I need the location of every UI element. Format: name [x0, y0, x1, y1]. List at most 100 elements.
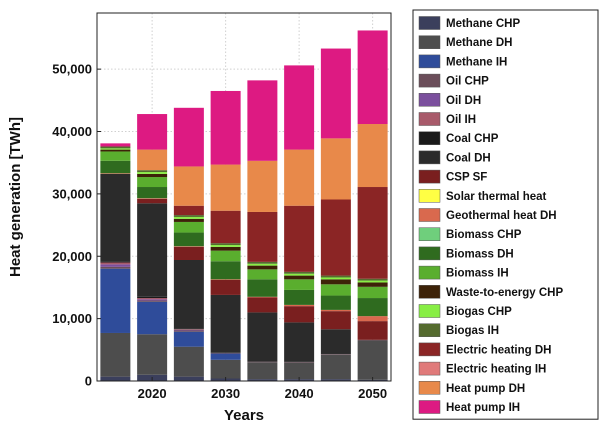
legend-label: Methane CHP — [446, 18, 520, 30]
y-tick-label: 30,000 — [52, 186, 92, 201]
bar-segment — [100, 173, 131, 174]
legend-label: Solar thermal heat — [446, 191, 547, 203]
bar-segment — [173, 328, 204, 330]
bar-segment — [210, 279, 241, 295]
plot-frame — [96, 12, 392, 382]
bar-segment — [100, 264, 131, 267]
bar-segment — [284, 361, 315, 363]
bar-segment — [357, 321, 388, 340]
bar-segment — [173, 259, 204, 329]
bar-segment — [137, 203, 168, 297]
bar-segment — [357, 278, 388, 281]
legend-swatch — [418, 35, 441, 49]
legend-label: Biogas IH — [446, 325, 499, 337]
bar-segment — [210, 261, 241, 280]
x-axis-label: Years — [224, 407, 264, 424]
bar-segment — [137, 198, 168, 199]
bar-segment — [357, 282, 388, 287]
legend-swatch — [418, 323, 441, 337]
legend-swatch — [418, 189, 441, 203]
bar-segment — [100, 266, 131, 269]
legend-swatch — [418, 304, 441, 318]
bar-segment — [210, 359, 241, 379]
legend-swatch — [418, 285, 441, 299]
bar-segment — [320, 275, 351, 278]
bar-segment — [173, 216, 204, 219]
legend-swatch — [418, 150, 441, 165]
bar-segment — [210, 250, 241, 262]
legend-label: Biomass DH — [446, 248, 514, 260]
bar-segment — [173, 330, 204, 332]
bar-segment — [137, 187, 168, 199]
bar-segment — [137, 198, 168, 204]
bar-segment — [100, 146, 131, 149]
bar-segment — [100, 148, 131, 150]
bar-segment — [320, 138, 351, 200]
bar-segment — [173, 246, 204, 260]
legend-label: Geothermal heat DH — [446, 210, 557, 222]
legend-label: Coal CHP — [446, 133, 499, 145]
bar-segment — [137, 300, 168, 302]
x-tick-label: 2030 — [211, 386, 240, 401]
bar-segment — [284, 304, 315, 307]
bar-segment — [320, 354, 351, 380]
x-tick-label: 2050 — [358, 386, 387, 401]
bar-segment — [320, 354, 351, 355]
bar-segment — [284, 362, 315, 380]
bar-segment — [357, 30, 388, 125]
bar-segment — [100, 143, 131, 147]
bar-segment — [210, 352, 241, 353]
bar-segment — [247, 296, 278, 298]
bar-segment — [100, 268, 131, 333]
bar-segment — [173, 346, 204, 377]
x-tick-label: 2040 — [285, 386, 314, 401]
bar-segment — [173, 329, 204, 331]
legend-swatch — [418, 381, 441, 395]
bar-segment — [247, 261, 278, 264]
bar-segment — [247, 80, 278, 161]
bar-segment — [173, 331, 204, 347]
legend-label: Biomass CHP — [446, 229, 522, 241]
bar-segment — [247, 312, 278, 362]
bar-segment — [284, 149, 315, 206]
bar-segment — [100, 149, 131, 152]
bar-segment — [247, 263, 278, 266]
legend-swatch — [418, 169, 441, 184]
legend-label: Electric heating IH — [446, 364, 546, 376]
y-axis-ticks: 0 10,000 20,000 30,000 40,000 50,000 — [52, 62, 101, 389]
bar-segment — [284, 279, 315, 290]
bar-segment — [247, 265, 278, 270]
y-tick-label: 0 — [85, 374, 92, 389]
legend-swatch — [418, 112, 441, 126]
bar-segment — [173, 107, 204, 167]
bar-segment — [247, 160, 278, 212]
bar-segment — [284, 271, 315, 274]
bar-segment — [100, 376, 131, 381]
bar-segment — [320, 329, 351, 354]
legend-swatch — [418, 400, 441, 414]
legend-swatch — [418, 16, 441, 30]
bar-segment — [137, 298, 168, 300]
legend-swatch — [418, 73, 441, 88]
bar-segment — [320, 379, 351, 381]
bar-segment — [247, 211, 278, 262]
legend-swatch — [418, 246, 441, 261]
bar-segment — [210, 90, 241, 165]
bar-segment — [320, 277, 351, 280]
bars — [100, 30, 388, 381]
y-axis-label: Heat generation [TWh] — [7, 117, 24, 277]
bar-segment — [320, 284, 351, 296]
y-tick-label: 40,000 — [52, 124, 92, 139]
bar-segment — [173, 232, 204, 247]
bar-segment — [284, 275, 315, 280]
legend-label: Oil CHP — [446, 76, 489, 88]
bar-segment — [173, 376, 204, 381]
legend-label: Oil DH — [446, 95, 481, 107]
bar-segment — [137, 172, 168, 174]
bar-segment — [210, 246, 241, 251]
bar-segment — [100, 261, 131, 263]
bar-segment — [137, 296, 168, 299]
bar-segment — [247, 361, 278, 363]
legend-swatch — [418, 342, 441, 357]
legend-label: Biomass IH — [446, 268, 509, 280]
